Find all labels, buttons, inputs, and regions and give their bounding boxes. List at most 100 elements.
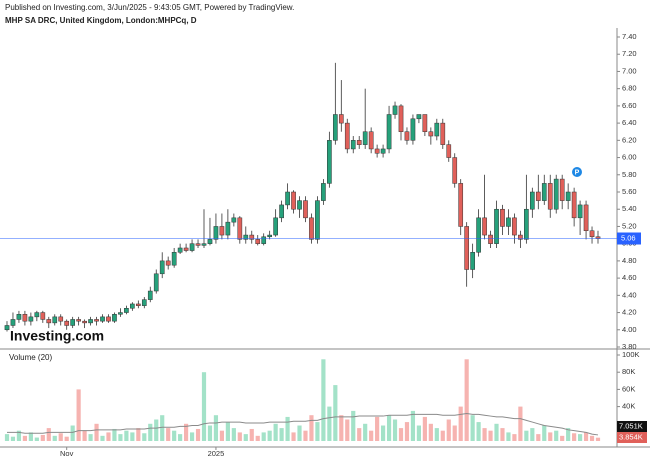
candle-body	[76, 319, 81, 322]
y-tick-label: 4.80	[622, 256, 637, 265]
candle-body	[583, 204, 589, 232]
volume-bar	[34, 437, 39, 441]
volume-bar	[404, 422, 410, 441]
candle-body	[34, 312, 40, 318]
volume-bar	[333, 385, 338, 441]
y-tick-label: 5.40	[622, 204, 637, 213]
candle-body	[100, 316, 105, 322]
candle-body	[153, 273, 159, 292]
candle-body	[267, 234, 273, 238]
volume-bar	[375, 416, 380, 441]
volume-bar	[524, 430, 529, 441]
y-tick-label: 4.40	[622, 290, 637, 299]
candle-body	[237, 217, 243, 240]
volume-bar	[542, 425, 547, 441]
ma-label: 7.051K	[619, 421, 643, 430]
volume-bar	[166, 428, 171, 441]
y-tick-label: 4.20	[622, 308, 637, 317]
volume-bar	[219, 430, 224, 441]
volume-bar	[118, 434, 123, 441]
volume-bar	[195, 428, 201, 441]
candle-body	[362, 131, 368, 145]
volume-bar	[22, 435, 27, 441]
candle-body	[130, 303, 135, 309]
candle-body	[22, 314, 28, 322]
candle-body	[58, 316, 64, 322]
candle-body	[171, 252, 177, 266]
x-tick-label: Nov	[60, 449, 74, 458]
volume-bar	[100, 435, 105, 441]
volume-bar	[28, 432, 33, 441]
y-tick-label: 5.60	[622, 187, 637, 196]
candle-body	[285, 191, 290, 206]
candle-body	[147, 290, 153, 300]
volume-bar	[213, 415, 219, 441]
volume-bar	[46, 428, 51, 441]
watermark: Investing.com	[10, 328, 104, 344]
candle-body	[243, 234, 249, 240]
published-note: Published on Investing.com, 3/Jun/2025 -…	[5, 3, 294, 12]
candle-body	[82, 320, 87, 324]
candle-body	[64, 320, 70, 326]
candle-body	[529, 191, 535, 210]
volume-bar	[440, 430, 445, 441]
candle-body	[589, 230, 595, 238]
volume-bar	[488, 430, 493, 441]
candle-body	[309, 217, 314, 240]
candle-body	[422, 114, 428, 132]
volume-bar	[267, 430, 272, 441]
ma-label-box	[617, 421, 647, 432]
v-tick-label: 80K	[622, 367, 635, 376]
candle-body	[315, 200, 320, 240]
volume-bar	[184, 423, 189, 441]
volume-bar	[530, 428, 535, 441]
y-tick-label: 6.00	[622, 153, 637, 162]
candle-body	[553, 178, 559, 210]
candle-body	[404, 131, 410, 141]
v-tick-label: 60K	[622, 384, 635, 393]
volume-bar	[583, 432, 589, 441]
volume-bar	[154, 419, 159, 441]
volume-bar	[410, 410, 416, 441]
candle-body	[541, 183, 547, 201]
candle-body	[219, 226, 225, 236]
candle-body	[94, 319, 99, 322]
volume-bar	[189, 432, 195, 441]
volume-bar	[130, 432, 135, 441]
volume-bar	[231, 428, 236, 441]
candle-body	[124, 308, 129, 313]
candle-body	[40, 312, 46, 320]
volume-bar	[243, 434, 248, 441]
candle-body	[189, 243, 195, 251]
volume-bar	[416, 425, 421, 441]
volume-bar	[578, 434, 583, 441]
volume-bar	[303, 430, 308, 441]
volume-bar	[500, 428, 505, 441]
event-marker	[572, 167, 582, 177]
volume-bar	[291, 432, 296, 441]
volume-bar	[595, 437, 601, 441]
candle-body	[380, 148, 386, 154]
candle-body	[392, 105, 398, 115]
candle-body	[470, 252, 475, 270]
volume-bar	[327, 406, 332, 441]
volume-bar	[512, 434, 517, 441]
candle-body	[207, 239, 213, 244]
volume-bar	[225, 422, 230, 441]
y-tick-label: 5.80	[622, 170, 637, 179]
volume-bar	[255, 435, 260, 441]
volume-bar	[207, 425, 213, 441]
candle-body	[464, 226, 470, 270]
volume-bar	[10, 436, 16, 441]
volume-bar	[398, 428, 404, 441]
y-tick-label: 3.80	[622, 342, 637, 351]
volume-bar	[363, 423, 368, 441]
volume-bar	[482, 428, 487, 441]
volume-bar	[285, 416, 290, 441]
candle-body	[338, 114, 344, 124]
volume-bar	[476, 422, 481, 441]
volume-bar	[64, 436, 69, 441]
y-tick-label: 5.20	[622, 221, 637, 230]
candle-body	[10, 319, 16, 326]
candle-body	[524, 208, 529, 240]
